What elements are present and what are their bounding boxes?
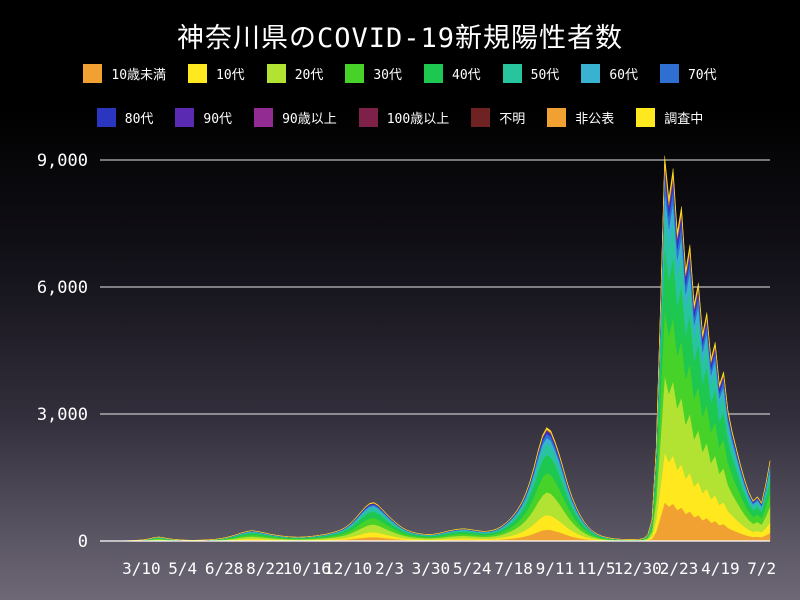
legend-swatch (471, 108, 491, 127)
x-tick-label: 3/10 (122, 559, 161, 578)
legend-label: 90歳以上 (282, 112, 337, 127)
legend-swatch (254, 108, 274, 127)
x-tick-label: 8/22 (246, 559, 285, 578)
legend-item: 60代 (581, 64, 638, 83)
x-tick-label: 7/18 (494, 559, 533, 578)
y-tick-label: 6,000 (37, 278, 88, 298)
legend-label: 調査中 (664, 112, 704, 127)
y-tick-label: 0 (78, 532, 88, 552)
legend-label: 50代 (530, 68, 560, 83)
legend-item: 70代 (659, 64, 717, 83)
x-tick-label: 4/19 (701, 559, 740, 578)
x-tick-label: 6/28 (205, 559, 244, 578)
legend-label: 30代 (373, 68, 402, 83)
chart-title: 神奈川県のCOVID-19新規陽性者数 (176, 23, 624, 54)
legend-item: 90代 (175, 108, 232, 127)
legend-label: 20代 (294, 68, 324, 83)
legend-item: 100歳以上 (358, 108, 450, 127)
legend-item: 20代 (266, 64, 324, 83)
legend-swatch (345, 64, 365, 83)
legend-swatch (83, 64, 103, 83)
legend-swatch (188, 64, 208, 83)
legend-item: 非公表 (547, 108, 614, 127)
area-series (100, 155, 771, 542)
x-tick-label: 11/5 (577, 559, 616, 578)
legend-row-2: 80代 90代 90歳以上 100歳以上 不明 非公表 調査中 (0, 108, 800, 127)
legend-item: 40代 (424, 64, 481, 83)
legend-label: 90代 (203, 112, 233, 127)
legend-item: 90歳以上 (254, 108, 337, 127)
legend-swatch (581, 64, 601, 83)
x-tick-label: 3/30 (412, 559, 451, 578)
legend-label: 10代 (216, 68, 245, 83)
x-tick-label: 10/16 (283, 559, 331, 578)
x-tick-label: 5/4 (168, 559, 197, 578)
legend-item: 不明 (471, 108, 525, 127)
legend-row-1: 10歳未満 10代 20代 30代 40代 50代 60代 70代 (0, 64, 800, 83)
y-tick-label: 9,000 (37, 151, 88, 171)
legend-item: 80代 (96, 108, 154, 127)
legend-item: 10歳未満 (83, 64, 166, 83)
legend-label: 不明 (499, 112, 526, 127)
x-tick-label: 5/24 (453, 559, 492, 578)
x-tick-label: 9/11 (536, 559, 575, 578)
legend-label: 10歳未満 (111, 68, 167, 83)
x-tick-label: 2/23 (660, 559, 699, 578)
legend-item: 30代 (345, 64, 402, 83)
legend-item: 調査中 (636, 108, 703, 127)
legend-label: 60代 (609, 68, 638, 83)
legend-swatch (266, 64, 286, 83)
legend-swatch (96, 108, 116, 127)
legend-label: 非公表 (575, 112, 615, 127)
x-tick-label: 7/2 (747, 559, 776, 578)
legend-swatch (424, 64, 443, 83)
x-tick-label: 12/30 (614, 559, 662, 578)
y-tick-label: 3,000 (37, 405, 88, 425)
legend-item: 50代 (502, 64, 560, 83)
legend-label: 100歳以上 (386, 112, 450, 127)
legend-label: 80代 (124, 112, 154, 127)
legend-swatch (175, 108, 195, 127)
legend-swatch (502, 64, 522, 83)
legend-swatch (659, 64, 679, 83)
legend-swatch (358, 108, 378, 127)
legend-label: 70代 (687, 68, 717, 83)
x-tick-label: 12/10 (324, 559, 372, 578)
x-tick-label: 2/3 (375, 559, 404, 578)
legend-swatch (547, 108, 567, 127)
legend-swatch (636, 108, 656, 127)
legend-label: 40代 (452, 68, 481, 83)
legend-item: 10代 (188, 64, 245, 83)
